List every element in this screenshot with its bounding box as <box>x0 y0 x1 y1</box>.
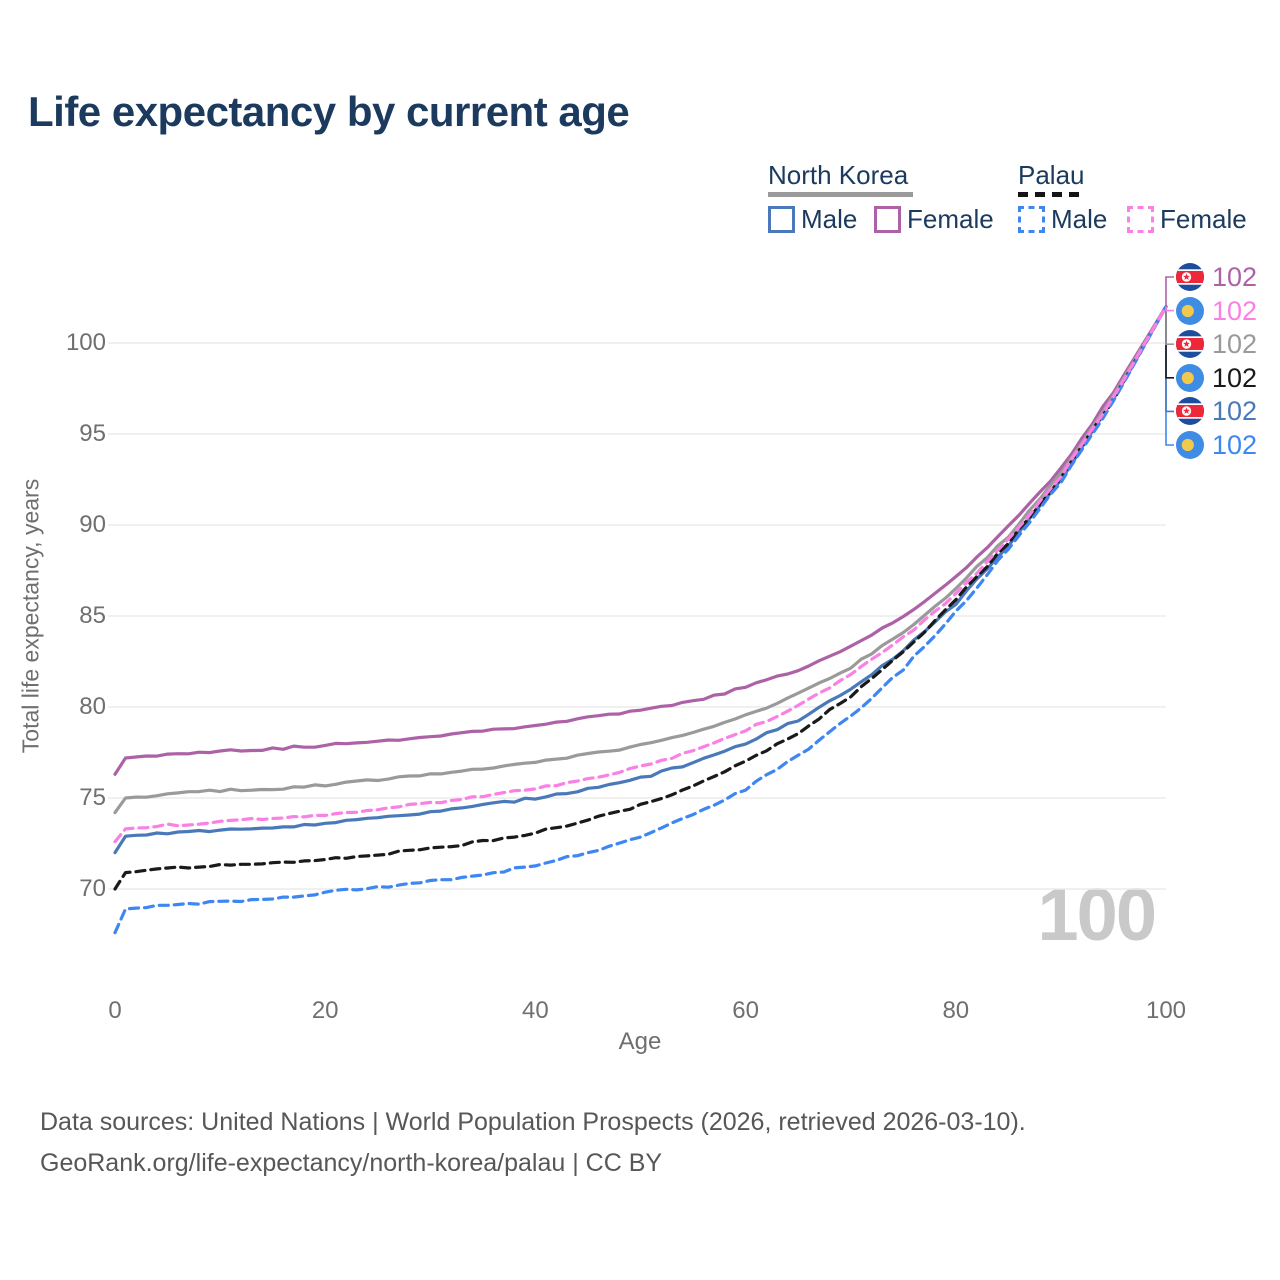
legend-item-nk-male[interactable]: Male <box>801 204 858 234</box>
legend-group-palau: Palau <box>1018 160 1085 190</box>
end-label-connector <box>1165 306 1174 379</box>
series-line-palau-female <box>113 305 1168 844</box>
legend-group-north-korea: North Korea <box>768 160 909 190</box>
series-line-north-korea-female <box>113 305 1168 776</box>
page-title: Life expectancy by current age <box>28 88 630 135</box>
hover-age-watermark: 100 <box>1037 873 1157 956</box>
legend-underline-palau <box>1018 192 1084 197</box>
x-axis-title: Age <box>618 1028 662 1055</box>
legend-item-palau-male[interactable]: Male <box>1051 204 1108 234</box>
end-label-connector <box>1165 306 1174 446</box>
y-tick-label-95: 95 <box>79 420 106 447</box>
palau-flag-icon <box>1176 296 1204 325</box>
legend-swatch-nk-female[interactable] <box>874 206 901 233</box>
series-line-north-korea-male <box>113 305 1168 855</box>
end-label-connector <box>1165 306 1174 413</box>
y-tick-label-100: 100 <box>65 329 106 356</box>
x-tick-label-80: 80 <box>942 997 970 1024</box>
legend-swatch-palau-male[interactable] <box>1018 206 1045 233</box>
legend-underline-north-korea <box>768 192 913 197</box>
end-label-connector <box>1165 276 1174 307</box>
north-korea-flag-icon <box>1176 397 1204 426</box>
series-line-north-korea-both <box>113 305 1168 815</box>
north-korea-flag-icon <box>1176 330 1204 359</box>
end-value-label: 102 <box>1212 396 1258 427</box>
palau-flag-icon <box>1176 431 1204 459</box>
series-end-label-palau: 102 <box>1176 296 1257 326</box>
legend-swatch-palau-female[interactable] <box>1127 206 1154 233</box>
north-korea-flag-icon <box>1176 263 1204 291</box>
series-end-label-north-korea: 102 <box>1176 262 1257 292</box>
series-line-palau-male <box>113 305 1168 935</box>
y-tick-label-85: 85 <box>79 602 106 629</box>
series-line-palau-both <box>113 305 1168 891</box>
end-value-label: 102 <box>1212 295 1258 326</box>
palau-flag-icon <box>1176 363 1204 392</box>
y-tick-label-90: 90 <box>79 511 106 538</box>
end-value-label: 102 <box>1212 362 1258 393</box>
legend-item-nk-female[interactable]: Female <box>907 204 994 234</box>
legend-swatch-nk-male[interactable] <box>768 206 795 233</box>
x-tick-label-60: 60 <box>732 997 759 1024</box>
end-value-label: 102 <box>1212 329 1258 360</box>
end-value-label: 102 <box>1212 262 1258 292</box>
series-end-label-north-korea: 102 <box>1176 329 1257 359</box>
series-end-label-north-korea: 102 <box>1176 396 1257 426</box>
end-value-label: 102 <box>1212 430 1258 460</box>
x-tick-label-20: 20 <box>311 997 339 1024</box>
footer-source-line: Data sources: United Nations | World Pop… <box>40 1108 1026 1136</box>
series-end-label-palau: 102 <box>1176 363 1257 393</box>
end-label-connector <box>1165 306 1174 312</box>
legend-item-palau-female[interactable]: Female <box>1160 204 1247 234</box>
x-tick-label-100: 100 <box>1145 997 1187 1024</box>
footer-url-line: GeoRank.org/life-expectancy/north-korea/… <box>40 1149 663 1177</box>
x-tick-label-0: 0 <box>108 997 122 1024</box>
y-tick-label-80: 80 <box>79 693 106 720</box>
x-tick-label-40: 40 <box>522 997 549 1024</box>
y-tick-label-70: 70 <box>79 875 106 902</box>
y-tick-label-75: 75 <box>79 784 106 811</box>
series-end-label-palau: 102 <box>1176 430 1257 460</box>
end-label-connector <box>1165 306 1174 345</box>
